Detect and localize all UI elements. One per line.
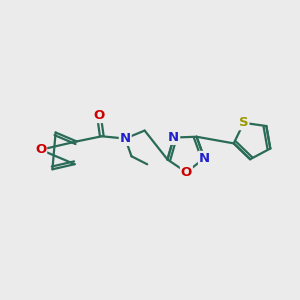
Text: S: S (239, 116, 248, 129)
Text: N: N (199, 152, 210, 165)
Text: N: N (168, 131, 179, 144)
Text: O: O (93, 109, 105, 122)
Text: O: O (181, 166, 192, 179)
Text: N: N (120, 132, 131, 145)
Text: O: O (35, 143, 46, 156)
